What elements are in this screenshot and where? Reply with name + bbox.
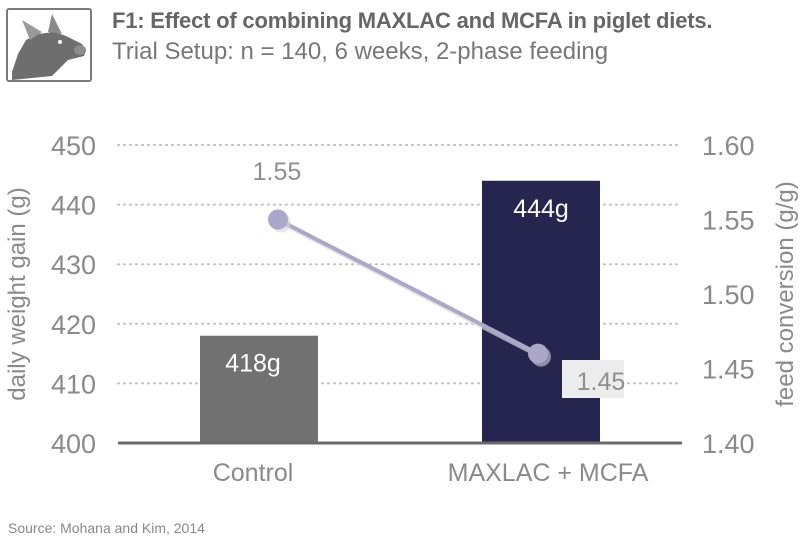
y2-axis-label: feed conversion (g/g) bbox=[772, 181, 799, 406]
axis-ticks: 400 410 420 430 440 450 1.40 1.45 1.50 1.55 1.60 Co… bbox=[51, 131, 755, 487]
y-tick-label: 450 bbox=[51, 131, 96, 161]
x-tick-label: Control bbox=[213, 459, 294, 487]
data-labels: 418g 444g 1.55 1.45 bbox=[225, 158, 625, 398]
feed-conversion-point-control bbox=[268, 209, 288, 230]
y2-tick-label: 1.50 bbox=[702, 280, 755, 310]
y2-tick-label: 1.60 bbox=[702, 131, 755, 161]
line-value-label: 1.45 bbox=[577, 368, 626, 396]
line-series bbox=[268, 209, 551, 367]
chart-title: F1: Effect of combining MAXLAC and MCFA … bbox=[112, 8, 713, 33]
x-tick-label: MAXLAC + MCFA bbox=[448, 459, 649, 487]
bar-maxlac-mcfa bbox=[482, 180, 600, 443]
bar-value-label: 444g bbox=[513, 195, 569, 223]
bar-series bbox=[200, 180, 600, 443]
y-tick-label: 430 bbox=[51, 250, 96, 280]
y-tick-label: 420 bbox=[51, 310, 96, 340]
y2-tick-label: 1.40 bbox=[702, 429, 755, 459]
line-value-label-bg bbox=[562, 360, 624, 398]
y2-tick-label: 1.45 bbox=[702, 355, 755, 385]
y-axis-label: daily weight gain (g) bbox=[4, 187, 31, 400]
pig-logo bbox=[6, 8, 92, 82]
feed-conversion-line bbox=[277, 217, 539, 356]
line-value-label: 1.55 bbox=[253, 158, 302, 186]
y-tick-label: 440 bbox=[51, 191, 96, 221]
pig-icon bbox=[8, 10, 90, 80]
y2-tick-label: 1.55 bbox=[702, 206, 755, 236]
y-tick-label: 400 bbox=[51, 429, 96, 459]
source-note: Source: Mohana and Kim, 2014 bbox=[8, 520, 205, 536]
chart-subtitle: Trial Setup: n = 140, 6 weeks, 2-phase f… bbox=[112, 38, 609, 65]
y-tick-label: 410 bbox=[51, 369, 96, 399]
feed-conversion-point-maxlac-mcfa bbox=[528, 343, 548, 364]
bar-value-label: 418g bbox=[225, 350, 281, 378]
bar-control bbox=[200, 335, 318, 443]
